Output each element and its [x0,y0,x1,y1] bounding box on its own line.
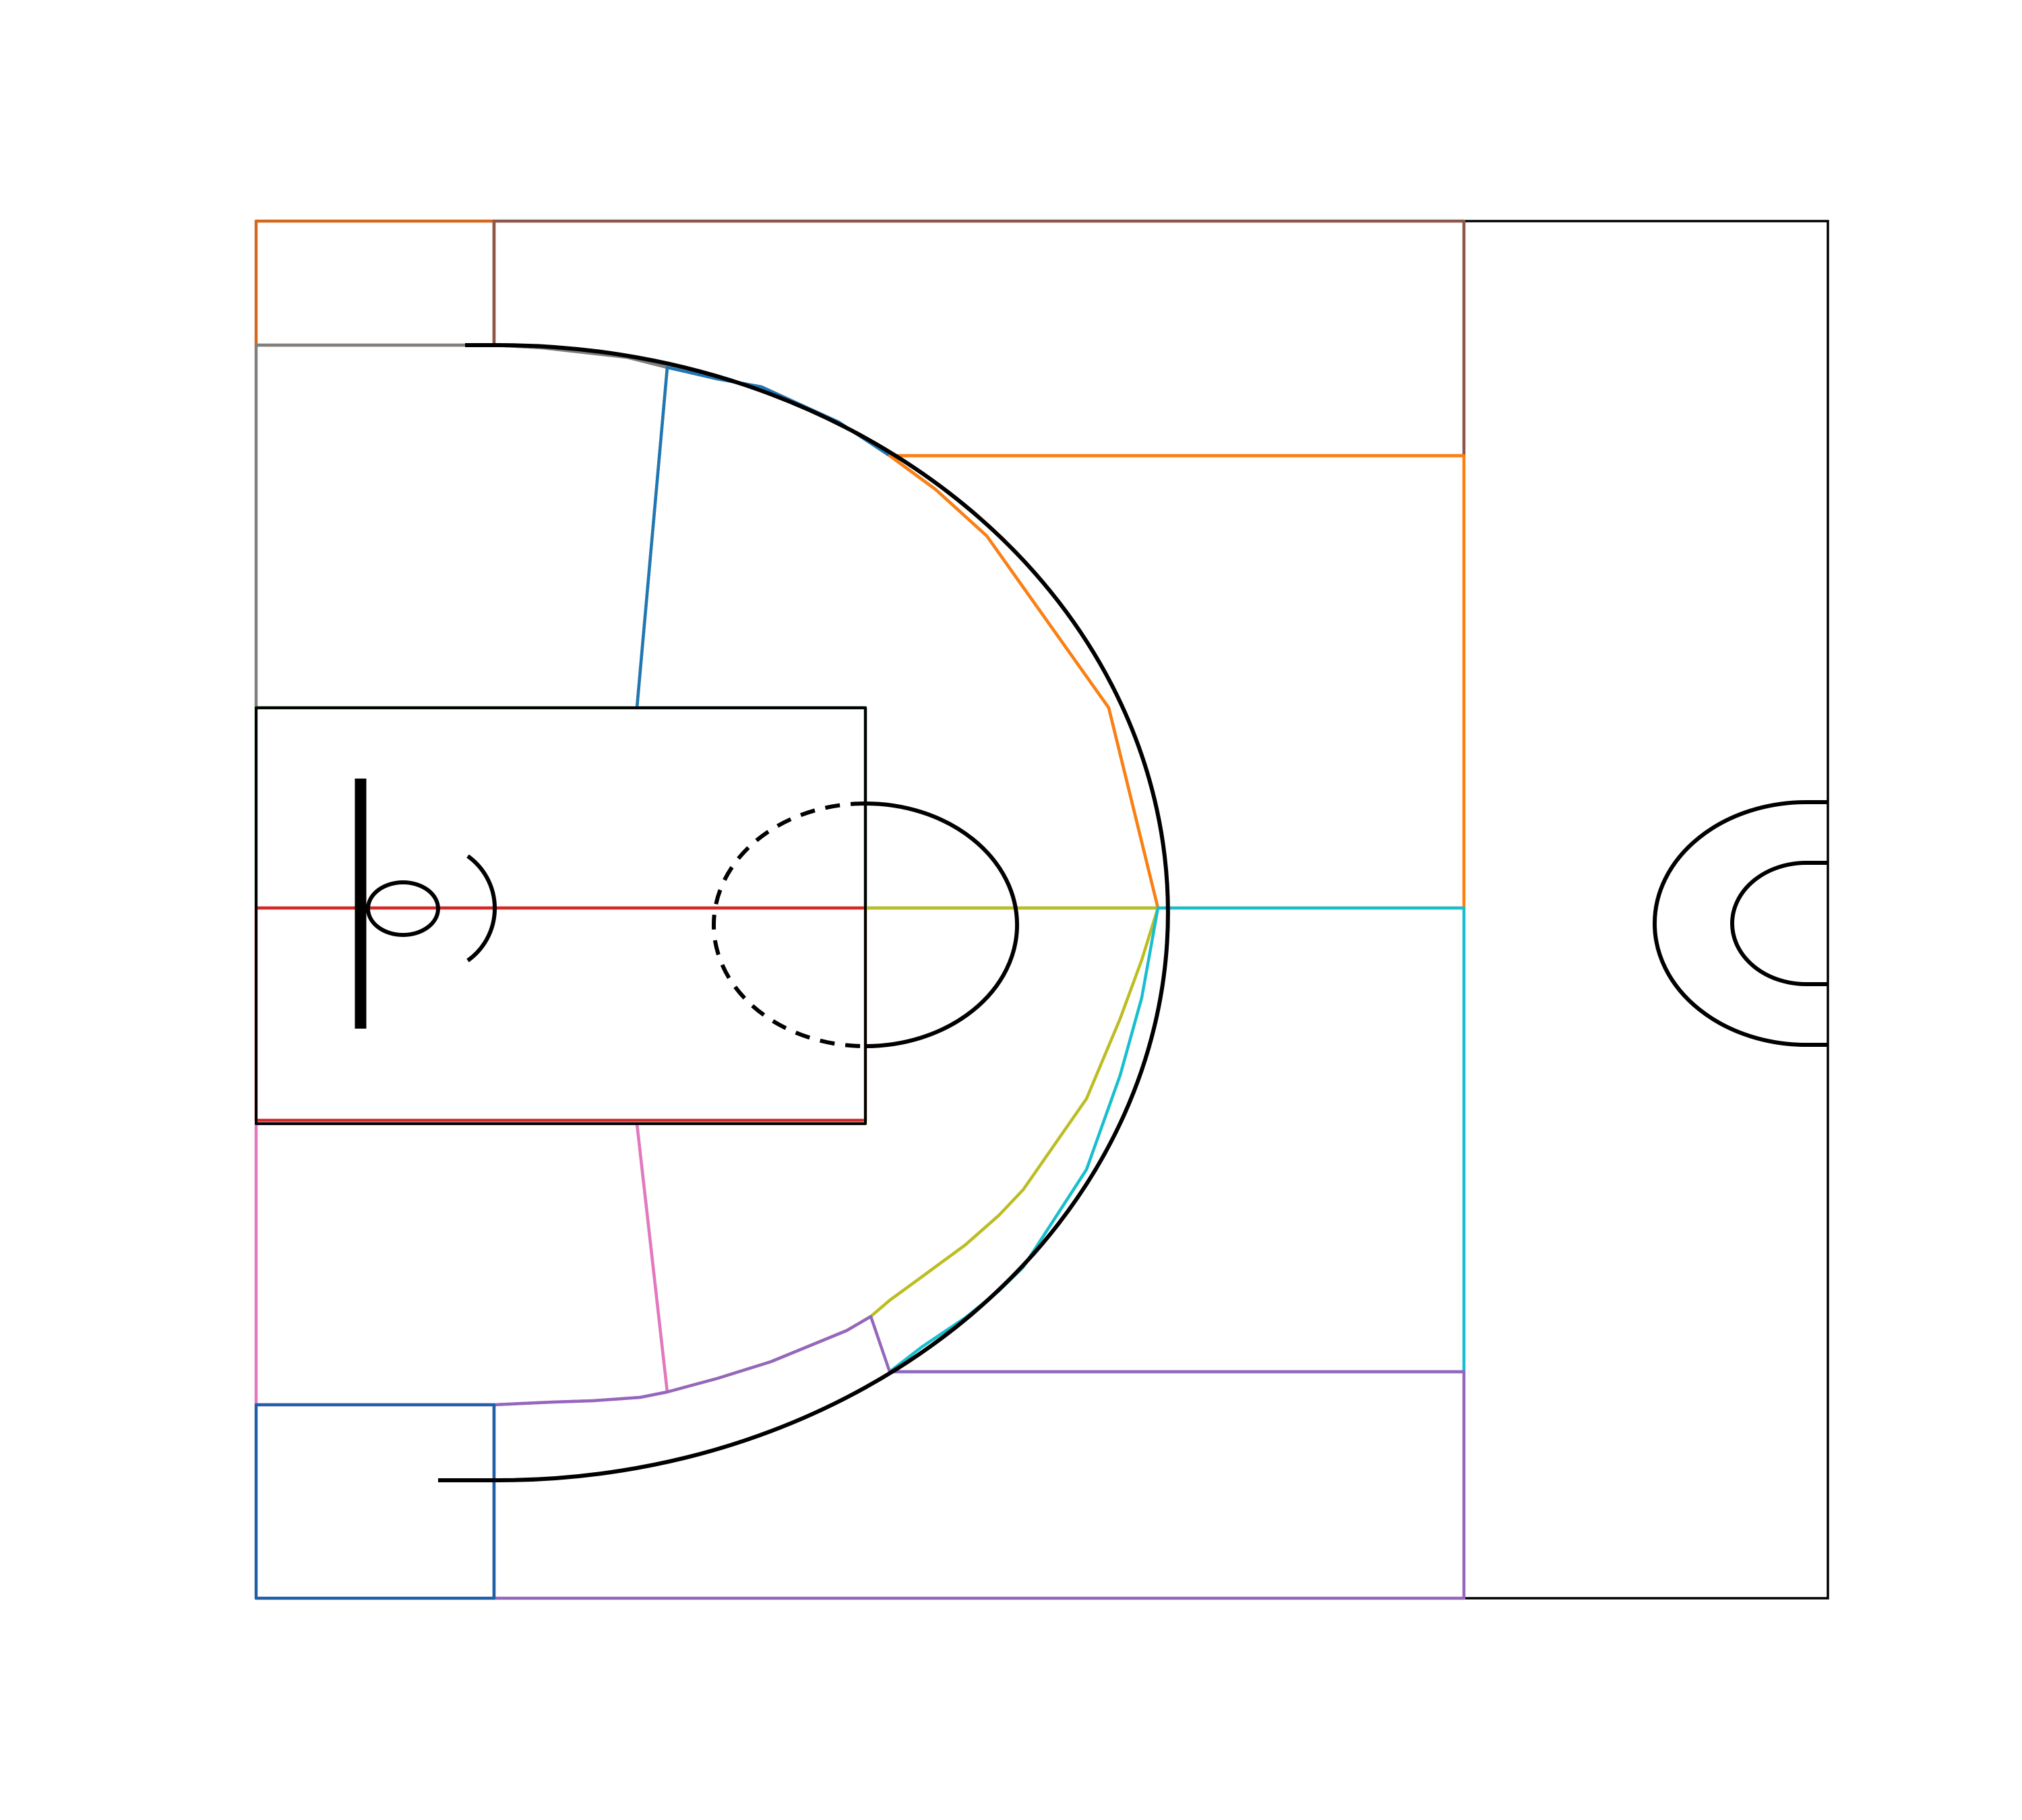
zone-right-corner-three [254,1403,496,1600]
zone-paint-right [635,906,1160,1394]
center-circle-inner [1730,861,1828,986]
court-markings [255,343,1828,1482]
zone-top-left-three [888,454,1466,910]
zone-left-baseline-midrange [254,343,669,710]
three-point-line [438,343,1171,1482]
zone-top-right-three [888,906,1466,1374]
zone-left-corner-three [254,219,496,347]
free-throw-circle-dashed [712,801,866,1048]
zone-paint-left [254,706,867,910]
center-circle-outer [1653,800,1828,1047]
zone-left-elbow-midrange [635,365,1160,910]
zone-right-wing-three [492,1314,1466,1600]
zone-right-baseline-midrange [254,1122,669,1407]
court-boundary [255,220,1829,1600]
paint [255,706,867,1125]
rim [366,880,440,937]
restricted-area-arc [466,854,497,963]
free-throw-circle-solid [865,801,1019,1048]
zone-left-wing-three [492,219,1466,458]
zone-paint-center [254,906,867,1122]
